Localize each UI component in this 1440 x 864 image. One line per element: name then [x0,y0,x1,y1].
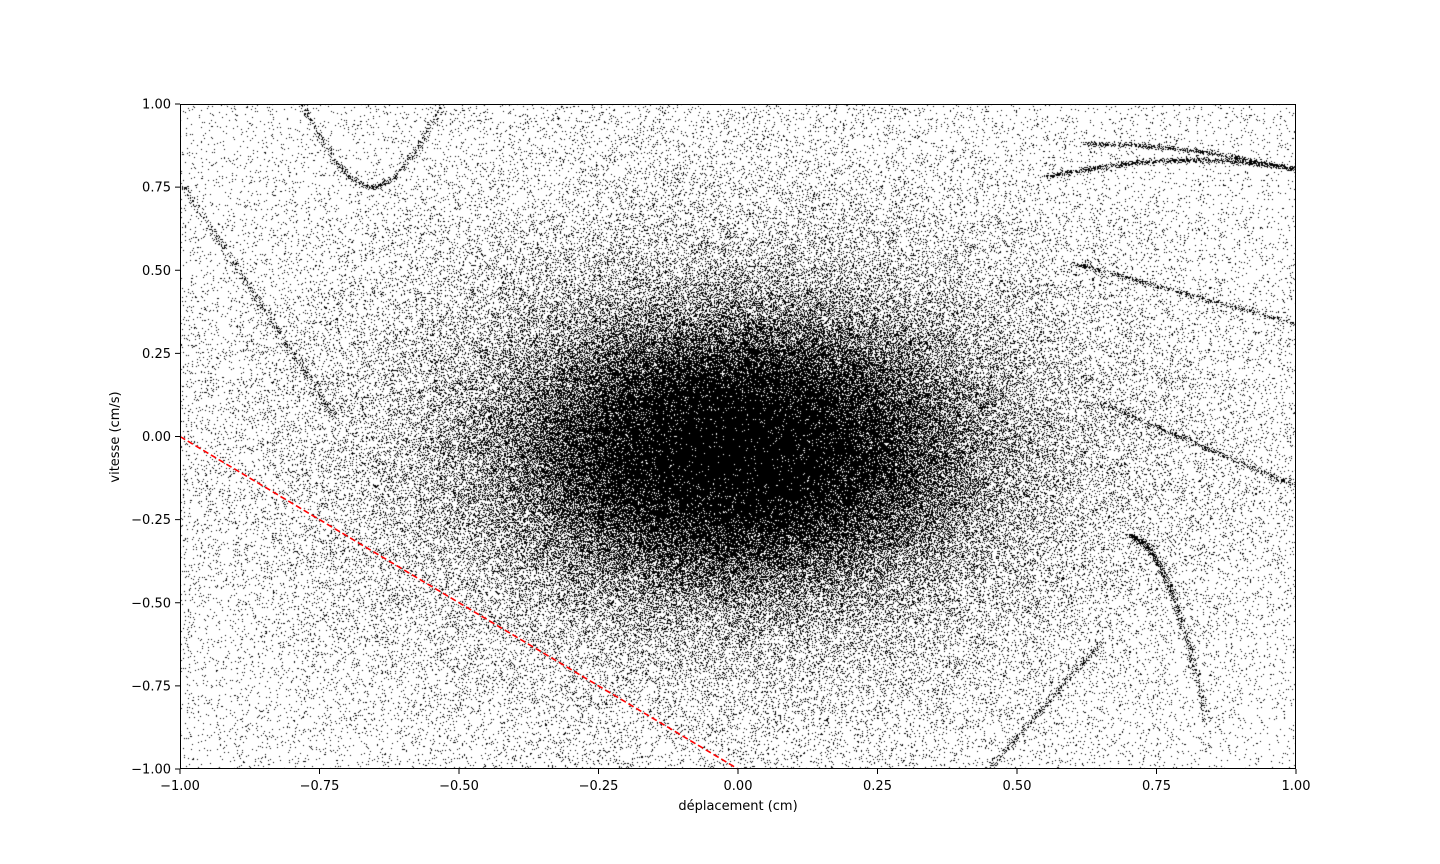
x-axis-label: déplacement (cm) [678,799,797,814]
y-tick-label: 0.75 [142,181,171,196]
x-tick-label: 0.00 [724,779,753,794]
overlay-layer [179,435,739,770]
y-axis-ticks: −1.00 −0.75 −0.50 −0.25 0.00 0.25 0.50 0.75 1.00 [131,98,180,778]
x-axis-ticks: −1.00 −0.75 −0.50 −0.25 0.00 0.25 0.50 0.75 1.00 [160,769,1310,794]
y-tick-label: −0.25 [131,513,171,528]
y-tick-label: −0.75 [131,679,171,694]
y-tick-label: 0.00 [142,430,171,445]
x-tick-label: 0.50 [1003,779,1032,794]
y-axis-label: vitesse (cm/s) [108,391,123,482]
y-tick-label: 1.00 [142,98,171,113]
x-tick-label: 0.25 [863,779,892,794]
x-tick-label: −0.25 [579,779,619,794]
x-tick-label: −0.75 [300,779,340,794]
y-tick-label: 0.50 [142,264,171,279]
y-tick-label: −1.00 [131,763,171,778]
y-tick-label: −0.50 [131,596,171,611]
x-tick-label: 0.75 [1142,779,1171,794]
dashed-line-series [179,435,739,770]
plot-frame [180,104,1296,769]
x-tick-label: 1.00 [1282,779,1311,794]
x-tick-label: −0.50 [439,779,479,794]
scatter-points [180,104,1296,769]
y-tick-label: 0.25 [142,347,171,362]
x-tick-label: −1.00 [160,779,200,794]
